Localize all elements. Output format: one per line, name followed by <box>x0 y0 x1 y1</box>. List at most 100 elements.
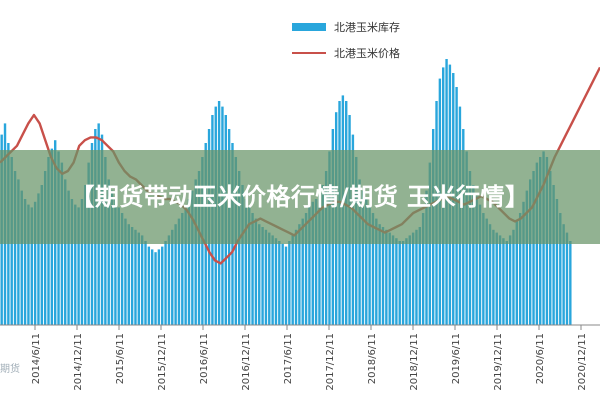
inventory-bar <box>552 185 555 325</box>
x-axis-ticks: 2014/6/11 2014/12/11 2015/6/11 2015/12/11 20… <box>31 325 588 391</box>
inventory-bar <box>308 207 311 325</box>
inventory-bar <box>144 241 147 325</box>
inventory-bar <box>80 199 84 325</box>
inventory-bar <box>311 201 314 325</box>
inventory-bar <box>20 190 23 325</box>
inventory-bar <box>64 179 67 325</box>
inventory-bar <box>395 238 398 325</box>
x-tick-label: 2019/12/11 <box>493 333 504 391</box>
inventory-bar <box>284 246 288 325</box>
inventory-bar <box>197 171 201 325</box>
inventory-bar <box>13 171 17 325</box>
inventory-bar <box>378 224 381 325</box>
inventory-bar <box>23 199 27 325</box>
inventory-bar <box>114 199 117 325</box>
inventory-bar <box>194 179 197 325</box>
inventory-bar <box>67 190 70 325</box>
inventory-bar <box>70 199 74 325</box>
inventory-bar <box>294 229 298 325</box>
inventory-bar <box>154 252 157 325</box>
inventory-bar <box>248 207 251 325</box>
inventory-bar <box>385 229 388 325</box>
inventory-bar <box>261 227 264 325</box>
inventory-bar <box>124 218 127 325</box>
inventory-bar <box>278 241 281 325</box>
inventory-bar <box>174 224 177 325</box>
inventory-bar <box>150 249 154 325</box>
inventory-bar <box>40 185 44 325</box>
inventory-bar <box>191 190 194 325</box>
inventory-bar <box>291 235 294 325</box>
inventory-bar <box>555 199 559 325</box>
inventory-bar <box>130 227 134 325</box>
inventory-bar <box>107 179 110 325</box>
legend-swatch-inventory <box>292 23 326 31</box>
inventory-bar <box>271 235 274 325</box>
inventory-bar <box>274 238 278 325</box>
inventory-bar <box>77 207 80 325</box>
chart-legend: 北港玉米库存 北港玉米价格 <box>292 14 472 66</box>
inventory-bar <box>17 179 20 325</box>
inventory-bar <box>569 241 572 325</box>
inventory-bar <box>251 213 254 325</box>
inventory-bar <box>237 171 241 325</box>
inventory-bar <box>161 246 164 325</box>
inventory-bar <box>314 199 318 325</box>
inventory-bar <box>361 190 365 325</box>
inventory-bar <box>485 218 488 325</box>
inventory-bar <box>381 227 385 325</box>
inventory-bar <box>33 201 37 325</box>
inventory-bar <box>562 224 565 325</box>
inventory-bar <box>549 171 552 325</box>
inventory-bar <box>388 232 391 325</box>
inventory-bar <box>559 213 562 325</box>
legend-item-price: 北港玉米价格 <box>292 40 472 66</box>
inventory-bar <box>482 213 485 325</box>
inventory-bar <box>472 185 475 325</box>
watermark-logo: 期货 <box>0 364 20 375</box>
inventory-bar <box>321 185 324 325</box>
inventory-bar <box>30 207 33 325</box>
inventory-bar <box>512 229 515 325</box>
x-tick-label: 2020/12/11 <box>577 333 588 391</box>
x-tick-label: 2016/6/11 <box>199 333 210 384</box>
inventory-bar <box>301 218 304 325</box>
x-tick-label: 2017/6/11 <box>283 333 294 384</box>
inventory-bar <box>177 218 181 325</box>
inventory-bar <box>157 249 161 325</box>
inventory-bar <box>475 196 478 325</box>
inventory-bar <box>164 241 167 325</box>
inventory-bar <box>468 171 472 325</box>
inventory-bar <box>258 224 261 325</box>
inventory-bar <box>254 218 258 325</box>
inventory-bar <box>508 235 512 325</box>
inventory-bar <box>365 199 368 325</box>
inventory-bar <box>518 213 522 325</box>
legend-item-inventory: 北港玉米库存 <box>292 14 472 40</box>
inventory-bar <box>515 221 519 325</box>
inventory-bar <box>187 199 191 325</box>
inventory-bar <box>304 213 308 325</box>
inventory-bar <box>411 232 415 325</box>
inventory-bar <box>117 207 120 325</box>
inventory-bar <box>525 190 529 325</box>
inventory-bar <box>401 241 405 325</box>
inventory-bar <box>398 241 401 325</box>
inventory-bar <box>405 238 408 325</box>
inventory-bar <box>528 179 532 325</box>
x-tick-label: 2014/6/11 <box>31 333 42 384</box>
inventory-bar <box>375 218 378 325</box>
legend-label-price: 北港玉米价格 <box>334 47 400 60</box>
inventory-bar <box>522 201 525 325</box>
inventory-bar <box>502 238 505 325</box>
inventory-bar <box>532 171 535 325</box>
inventory-bar <box>171 229 174 325</box>
inventory-bar <box>43 171 47 325</box>
inventory-bar <box>181 213 184 325</box>
title-overlay-band: 【期货带动玉米价格行情/期货 玉米行情】 <box>0 150 600 244</box>
inventory-bar <box>140 235 144 325</box>
inventory-bar <box>137 232 141 325</box>
inventory-bar <box>391 235 395 325</box>
inventory-bar <box>110 190 114 325</box>
inventory-bar <box>368 207 371 325</box>
